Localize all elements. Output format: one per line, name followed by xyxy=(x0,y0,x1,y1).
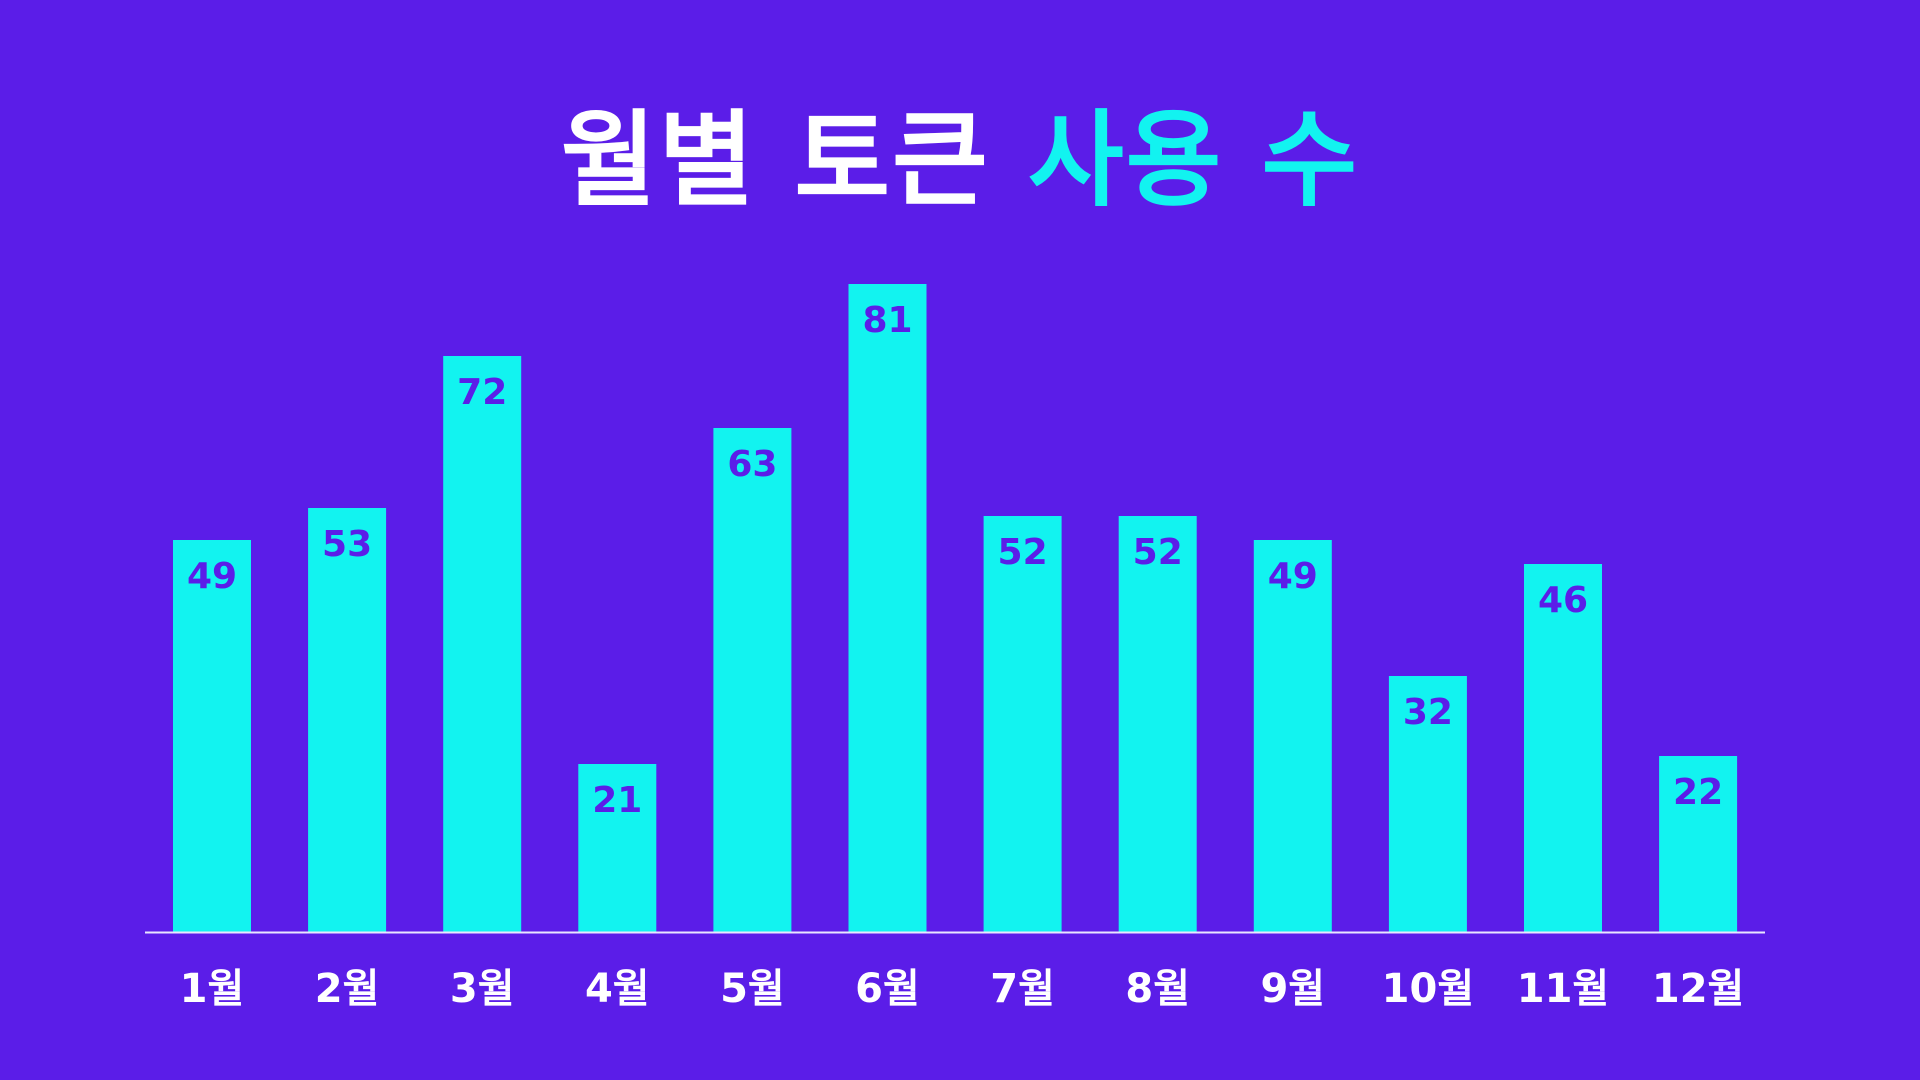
bar-8월 xyxy=(1118,516,1197,932)
bar-value-label: 63 xyxy=(727,444,777,485)
bar-11월 xyxy=(1524,564,1602,932)
chart-title: 월별 토큰 사용 수 xyxy=(0,100,1920,220)
bar-value-label: 32 xyxy=(1403,692,1453,733)
bar-value-label: 81 xyxy=(862,300,912,341)
bar-value-label: 53 xyxy=(322,524,372,565)
bar-5월 xyxy=(713,428,792,932)
bar-3월 xyxy=(443,356,522,932)
x-tick-label: 9월 xyxy=(1260,966,1325,1012)
bar-value-label: 52 xyxy=(1133,532,1183,573)
x-tick-label: 11월 xyxy=(1517,966,1609,1012)
x-tick-label: 1월 xyxy=(180,966,245,1012)
bar-2월 xyxy=(308,508,387,932)
bar-value-label: 52 xyxy=(998,532,1048,573)
x-tick-label: 7월 xyxy=(990,966,1055,1012)
title-part-cyan: 사용 수 xyxy=(1027,99,1360,221)
value-labels-group: 49 53 72 21 63 81 52 52 49 32 46 22 xyxy=(187,300,1723,821)
bar-10월 xyxy=(1388,676,1467,932)
bar-1월 xyxy=(173,540,251,932)
x-tick-label: 3월 xyxy=(450,966,515,1012)
bar-value-label: 72 xyxy=(457,372,507,413)
x-tick-label: 6월 xyxy=(855,966,920,1012)
x-tick-label: 12월 xyxy=(1652,966,1744,1012)
x-tick-label: 4월 xyxy=(585,966,650,1012)
title-part-white: 월별 토큰 xyxy=(560,99,990,221)
x-tick-label: 10월 xyxy=(1382,966,1474,1012)
bars-group xyxy=(173,284,1738,932)
bar-value-label: 49 xyxy=(187,556,237,597)
bar-6월 xyxy=(848,284,927,932)
bar-value-label: 49 xyxy=(1268,556,1318,597)
bar-value-label: 46 xyxy=(1538,580,1588,621)
bar-4월 xyxy=(578,764,657,932)
x-tick-label: 8월 xyxy=(1125,966,1190,1012)
x-tick-label: 2월 xyxy=(315,966,380,1012)
x-axis-ticks-group: 1월 2월 3월 4월 5월 6월 7월 8월 9월 10월 11월 12월 xyxy=(180,966,1745,1012)
bar-12월 xyxy=(1659,756,1738,932)
x-tick-label: 5월 xyxy=(720,966,785,1012)
bar-9월 xyxy=(1253,540,1332,932)
bar-value-label: 22 xyxy=(1673,772,1723,813)
bar-value-label: 21 xyxy=(592,780,642,821)
bar-7월 xyxy=(983,516,1062,932)
